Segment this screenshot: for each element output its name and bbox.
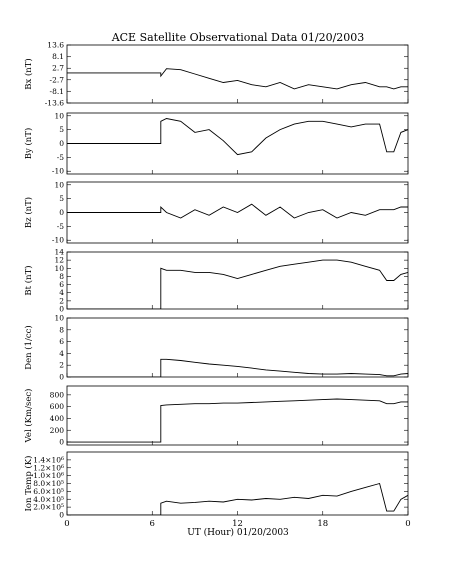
y-tick-label: 600 <box>50 402 65 411</box>
y-tick-label: 6 <box>59 280 64 289</box>
y-tick-label: 200 <box>50 426 65 435</box>
y-tick-label: 2 <box>59 361 64 370</box>
y-tick-label: 1.4×10⁶ <box>33 455 64 464</box>
y-tick-label: -10 <box>52 167 64 176</box>
panel-frame <box>66 44 409 104</box>
y-tick-label: 5 <box>59 194 64 203</box>
y-tick-label: 0 <box>59 373 64 382</box>
y-tick-label: 8 <box>59 325 64 334</box>
x-tick-label: 6 <box>150 519 155 529</box>
y-tick-label: -13.6 <box>45 99 64 108</box>
y-tick-label: 1.0×10⁶ <box>33 471 64 480</box>
y-tick-label: 0 <box>59 511 64 520</box>
y-tick-label: 13.6 <box>47 41 64 50</box>
y-tick-label: 2 <box>59 296 64 305</box>
x-tick-label: 0 <box>405 519 410 529</box>
y-tick-label: 6 <box>59 337 64 346</box>
y-tick-label: 10 <box>54 180 64 189</box>
x-tick-label: 12 <box>232 519 243 529</box>
series-line-bx <box>67 68 408 90</box>
panel-frame <box>66 451 409 516</box>
y-tick-label: 14 <box>54 248 64 257</box>
series-line-vel <box>67 398 408 443</box>
panel-vel: 800 600 400 200 0 Vel (Km/sec) <box>23 385 409 447</box>
y-tick-label: 4.0×10⁵ <box>33 495 64 504</box>
y-tick-label: 6.0×10⁵ <box>33 487 64 496</box>
panel-frame <box>66 251 409 310</box>
y-tick-label: 4 <box>59 288 64 297</box>
series-line-by <box>67 118 408 156</box>
y-axis-label: Bx (nT) <box>23 58 34 90</box>
y-axis-label: Vel (Km/sec) <box>23 389 34 444</box>
y-tick-label: 4 <box>59 349 64 358</box>
y-tick-label: 1.2×10⁶ <box>33 463 64 472</box>
x-tick-label: 18 <box>317 519 328 529</box>
panel-frame <box>66 317 409 378</box>
y-tick-label: 2.7 <box>52 64 64 73</box>
y-tick-label: 0 <box>59 208 64 217</box>
chart-title: ACE Satellite Observational Data 01/20/2… <box>111 31 365 44</box>
y-tick-label: 400 <box>50 414 65 423</box>
y-tick-label: 10 <box>54 111 64 120</box>
y-tick-label: -8.1 <box>50 87 64 96</box>
x-axis: 0 6 12 18 0 <box>64 519 410 529</box>
y-axis-label: Den (1/cc) <box>23 325 34 369</box>
y-tick-label: 800 <box>50 390 65 399</box>
y-tick-label: 0 <box>59 438 64 447</box>
y-tick-label: 10 <box>54 314 64 323</box>
x-tick-label: 0 <box>64 519 69 529</box>
y-tick-label: 0 <box>59 305 64 314</box>
y-tick-label: 8.1 <box>52 52 64 61</box>
y-tick-label: -10 <box>52 236 64 245</box>
y-tick-label: 8.0×10⁵ <box>33 479 64 488</box>
panel-bz: 10 5 0 -5 -10 Bz (nT) <box>23 180 409 245</box>
y-tick-label: 10 <box>54 264 64 273</box>
series-line-bt <box>67 259 408 309</box>
y-axis-label: Bt (nT) <box>23 265 34 295</box>
panel-temp: 1.4×10⁶1.2×10⁶1.0×10⁶8.0×10⁵6.0×10⁵4.0×1… <box>23 451 409 520</box>
y-tick-label: -5 <box>57 153 65 162</box>
panel-frame <box>66 385 409 446</box>
panels: 13.6 8.1 2.7 -2.7 -8.1 -13.6 Bx (nT) 10 5 0 -5 -10 B… <box>23 41 409 520</box>
y-axis-label: By (nT) <box>23 128 34 160</box>
series-line-bz <box>67 203 408 219</box>
y-tick-label: 5 <box>59 125 64 134</box>
series-line-temp <box>67 482 408 515</box>
y-tick-label: 12 <box>54 256 64 265</box>
series-line-den <box>67 358 408 377</box>
panel-bx: 13.6 8.1 2.7 -2.7 -8.1 -13.6 Bx (nT) <box>23 41 409 108</box>
y-axis-label: Bz (nT) <box>23 197 34 228</box>
y-tick-label: 2.0×10⁵ <box>33 503 64 512</box>
x-axis-label: UT (Hour) 01/20/2003 <box>187 527 289 538</box>
y-axis-label: Ion Temp (K) <box>23 456 34 512</box>
y-tick-label: -2.7 <box>50 75 65 84</box>
panel-by: 10 5 0 -5 -10 By (nT) <box>23 111 409 176</box>
y-tick-label: -5 <box>57 222 65 231</box>
panel-den: 10 8 6 4 2 0 Den (1/cc) <box>23 314 409 382</box>
y-tick-label: 8 <box>59 272 64 281</box>
y-tick-label: 0 <box>59 139 64 148</box>
